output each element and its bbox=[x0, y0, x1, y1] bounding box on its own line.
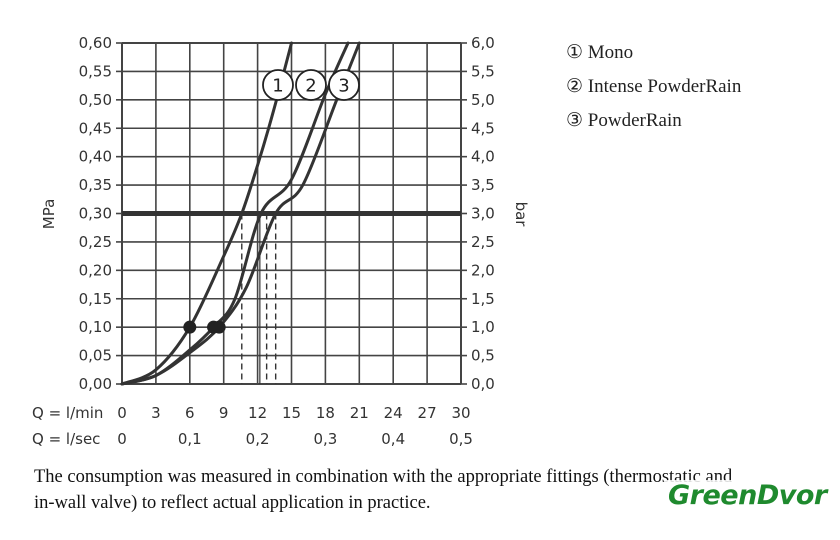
x-tick-label-primary: 12 bbox=[248, 404, 267, 422]
markers: 1 2 3 bbox=[183, 69, 360, 334]
x-tick-label-secondary: 0 bbox=[117, 430, 127, 448]
x-tick-label-secondary: 0,4 bbox=[381, 430, 405, 448]
y-tick-label-left: 0,55 bbox=[79, 62, 112, 80]
x-tick-label-primary: 3 bbox=[151, 404, 161, 422]
x-tick-label-primary: 21 bbox=[350, 404, 369, 422]
curve-label-circle-1 bbox=[262, 69, 294, 101]
curves bbox=[120, 41, 361, 386]
y-tick-label-right: 0,5 bbox=[471, 347, 495, 365]
curve-label-3: 3 bbox=[338, 76, 349, 97]
x-tick-label-primary: 15 bbox=[282, 404, 301, 422]
x-tick-label-secondary: 0,5 bbox=[449, 430, 473, 448]
y-tick-label-right: 4,5 bbox=[471, 119, 495, 137]
x-tick-label-primary: 24 bbox=[384, 404, 403, 422]
x-tick-label-primary: 27 bbox=[418, 404, 437, 422]
legend-item-powderrain: ③ PowderRain bbox=[566, 110, 682, 131]
y-tick-label-right: 1,5 bbox=[471, 290, 495, 308]
y-tick-label-left: 0,10 bbox=[79, 318, 112, 336]
y-tick-label-left: 0,45 bbox=[79, 119, 112, 137]
legend-item-mono: ① Mono bbox=[566, 42, 633, 63]
y-axis-label-right: bar bbox=[512, 202, 530, 228]
y-tick-label-left: 0,40 bbox=[79, 148, 112, 166]
series-line-1 bbox=[120, 41, 293, 386]
y-tick-label-left: 0,00 bbox=[79, 375, 112, 393]
watermark-logo: GreenDvor bbox=[664, 480, 831, 511]
y-tick-label-right: 1,0 bbox=[471, 318, 495, 336]
y-tick-label-left: 0,05 bbox=[79, 347, 112, 365]
y-tick-label-right: 3,0 bbox=[471, 205, 495, 223]
x-axis-label-primary: Q = l/min bbox=[32, 404, 103, 422]
curve-label-2: 2 bbox=[305, 76, 316, 97]
y-tick-label-left: 0,25 bbox=[79, 233, 112, 251]
x-tick-label-primary: 30 bbox=[451, 404, 470, 422]
curve-label-circle-3 bbox=[328, 69, 360, 101]
x-tick-label-primary: 6 bbox=[185, 404, 195, 422]
y-tick-label-right: 2,5 bbox=[471, 233, 495, 251]
curve-label-1: 1 bbox=[272, 76, 283, 97]
y-tick-label-right: 5,0 bbox=[471, 91, 495, 109]
y-tick-label-left: 0,35 bbox=[79, 176, 112, 194]
legend-item-intense-powderrain: ② Intense PowderRain bbox=[566, 76, 742, 97]
legend: ① Mono ② Intense PowderRain ③ PowderRain bbox=[566, 42, 742, 131]
y-tick-label-left: 0,30 bbox=[79, 205, 112, 223]
y-tick-label-left: 0,50 bbox=[79, 91, 112, 109]
reference-pressure-group bbox=[122, 211, 461, 384]
footnote-line-1: The consumption was measured in combinat… bbox=[34, 467, 733, 487]
x-tick-label-primary: 9 bbox=[219, 404, 229, 422]
x-tick-label-secondary: 0,3 bbox=[313, 430, 337, 448]
series-marker-point-3 bbox=[212, 320, 226, 334]
y-tick-label-right: 6,0 bbox=[471, 34, 495, 52]
y-tick-label-left: 0,20 bbox=[79, 261, 112, 279]
x-axis-label-secondary: Q = l/sec bbox=[32, 430, 100, 448]
y-tick-label-left: 0,60 bbox=[79, 34, 112, 52]
y-tick-label-right: 4,0 bbox=[471, 148, 495, 166]
x-tick-label-secondary: 0,1 bbox=[178, 430, 202, 448]
footnote: The consumption was measured in combinat… bbox=[34, 464, 824, 516]
x-tick-label-primary: 18 bbox=[316, 404, 335, 422]
y-tick-label-right: 5,5 bbox=[471, 62, 495, 80]
y-tick-label-right: 0,0 bbox=[471, 375, 495, 393]
curve-label-circle-2 bbox=[295, 69, 327, 101]
series-marker-point-1 bbox=[183, 320, 197, 334]
footnote-line-2: in-wall valve) to reflect actual applica… bbox=[34, 493, 431, 513]
y-tick-label-right: 3,5 bbox=[471, 176, 495, 194]
series-line-3 bbox=[120, 41, 361, 386]
y-tick-label-right: 2,0 bbox=[471, 261, 495, 279]
y-tick-label-left: 0,15 bbox=[79, 290, 112, 308]
x-tick-label-primary: 0 bbox=[117, 404, 127, 422]
y-axis-label-left: MPa bbox=[40, 199, 58, 230]
x-tick-label-secondary: 0,2 bbox=[246, 430, 270, 448]
tick-labels: 0,000,050,100,150,200,250,300,350,400,45… bbox=[32, 34, 495, 448]
